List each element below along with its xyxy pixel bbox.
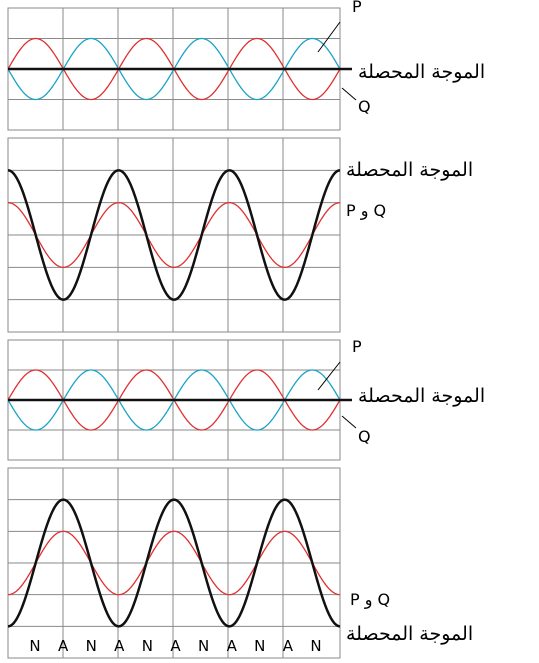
- panel-2: [7, 137, 341, 333]
- panel-4-label-p-and-q: P و Q: [350, 590, 390, 610]
- node-antinode-label: A: [227, 637, 238, 655]
- node-antinode-label: N: [142, 637, 153, 655]
- panel-2-label-p-and-q: P و Q: [346, 201, 386, 221]
- node-antinode-label: N: [29, 637, 40, 655]
- panel-4-resultant-wave: [7, 498, 341, 628]
- panel-4: [7, 467, 341, 659]
- node-antinode-label: A: [114, 637, 125, 655]
- node-antinode-label: A: [170, 637, 181, 655]
- panel-1-label-p: P: [352, 0, 362, 16]
- panel-3-label-p: P: [352, 337, 362, 356]
- panel-3-pointer-p: [317, 361, 341, 391]
- panel-1-label-q: Q: [358, 97, 371, 116]
- panels-layer: [7, 7, 352, 659]
- panel-3-label-resultant: الموجة المحصلة: [358, 385, 485, 407]
- node-antinode-label: A: [58, 637, 69, 655]
- panel-2-resultant-wave: [7, 169, 341, 301]
- panel-3-label-q: Q: [358, 427, 371, 446]
- node-antinode-label: A: [283, 637, 294, 655]
- panel-1-label-resultant: الموجة المحصلة: [358, 61, 485, 83]
- node-antinode-label: N: [86, 637, 97, 655]
- panel-4-wave-p-q: [7, 530, 341, 596]
- panel-1-pointer-p: [317, 21, 341, 53]
- panel-1: [7, 7, 352, 131]
- panel-2-label-resultant: الموجة المحصلة: [346, 159, 473, 181]
- panel-1-pointer-q: [341, 87, 357, 101]
- panel-4-label-resultant: الموجة المحصلة: [346, 623, 473, 645]
- panel-2-wave-p-q: [7, 202, 341, 268]
- panel-3-pointer-q: [341, 415, 357, 429]
- node-antinode-label: N: [254, 637, 265, 655]
- panel-3: [7, 339, 352, 461]
- node-antinode-label: N: [198, 637, 209, 655]
- node-antinode-label: N: [310, 637, 321, 655]
